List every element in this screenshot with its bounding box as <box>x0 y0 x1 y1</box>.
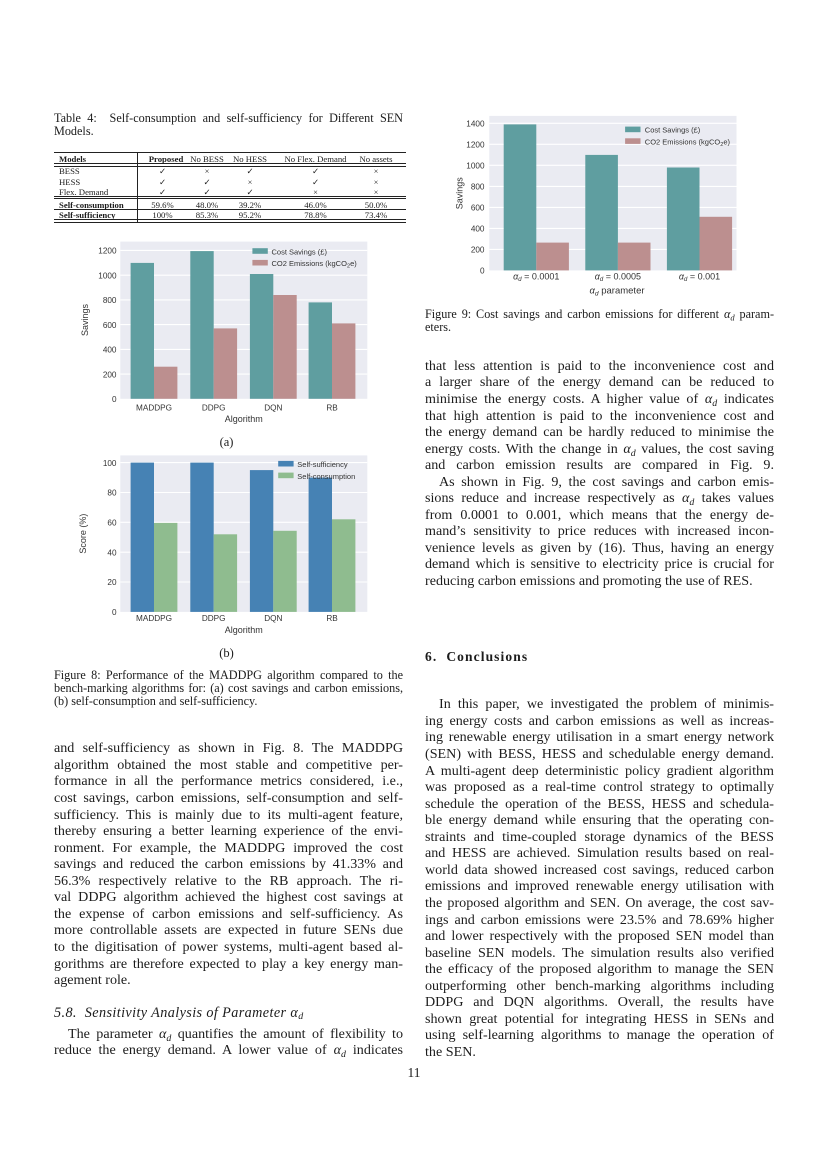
svg-text:Savings: Savings <box>80 303 90 336</box>
svg-text:DDPG: DDPG <box>202 614 226 623</box>
svg-text:RB: RB <box>326 614 338 623</box>
svg-text:800: 800 <box>471 183 485 192</box>
svg-text:400: 400 <box>471 225 485 234</box>
svg-text:1400: 1400 <box>466 120 485 129</box>
svg-text:DQN: DQN <box>264 404 282 413</box>
svg-text:Cost Savings (£): Cost Savings (£) <box>272 247 328 256</box>
svg-text:αd parameter: αd parameter <box>589 286 644 298</box>
svg-text:αd = 0.001: αd = 0.001 <box>679 272 720 284</box>
svg-text:αd = 0.0005: αd = 0.0005 <box>595 272 641 284</box>
svg-text:DDPG: DDPG <box>202 404 226 413</box>
svg-text:Self-consumption: Self-consumption <box>297 472 355 481</box>
svg-text:400: 400 <box>103 346 117 355</box>
svg-text:600: 600 <box>471 204 485 213</box>
svg-text:Algorithm: Algorithm <box>225 625 263 635</box>
svg-text:αd = 0.0001: αd = 0.0001 <box>513 272 559 284</box>
svg-text:20: 20 <box>107 578 117 587</box>
svg-text:Self-sufficiency: Self-sufficiency <box>297 460 348 469</box>
svg-text:100: 100 <box>103 459 117 468</box>
svg-text:DQN: DQN <box>264 614 282 623</box>
svg-text:1000: 1000 <box>98 271 117 280</box>
svg-text:0: 0 <box>112 395 117 404</box>
svg-text:0: 0 <box>112 608 117 617</box>
svg-text:MADDPG: MADDPG <box>136 614 172 623</box>
svg-text:800: 800 <box>103 296 117 305</box>
svg-text:40: 40 <box>107 548 117 557</box>
svg-text:1200: 1200 <box>466 141 485 150</box>
svg-text:200: 200 <box>471 246 485 255</box>
svg-text:60: 60 <box>107 519 117 528</box>
svg-text:CO2 Emissions (kgCO2e): CO2 Emissions (kgCO2e) <box>272 259 358 270</box>
svg-text:80: 80 <box>107 489 117 498</box>
svg-text:200: 200 <box>103 370 117 379</box>
svg-text:1000: 1000 <box>466 162 485 171</box>
svg-text:CO2 Emissions (kgCO2e): CO2 Emissions (kgCO2e) <box>645 137 731 148</box>
svg-text:600: 600 <box>103 321 117 330</box>
svg-text:Cost Savings (£): Cost Savings (£) <box>645 126 701 135</box>
svg-text:MADDPG: MADDPG <box>136 404 172 413</box>
svg-text:1200: 1200 <box>98 247 117 256</box>
svg-text:Algorithm: Algorithm <box>225 414 263 424</box>
svg-text:RB: RB <box>326 404 338 413</box>
svg-text:Score (%): Score (%) <box>78 514 88 554</box>
svg-text:0: 0 <box>480 267 485 276</box>
svg-text:Savings: Savings <box>454 177 464 210</box>
